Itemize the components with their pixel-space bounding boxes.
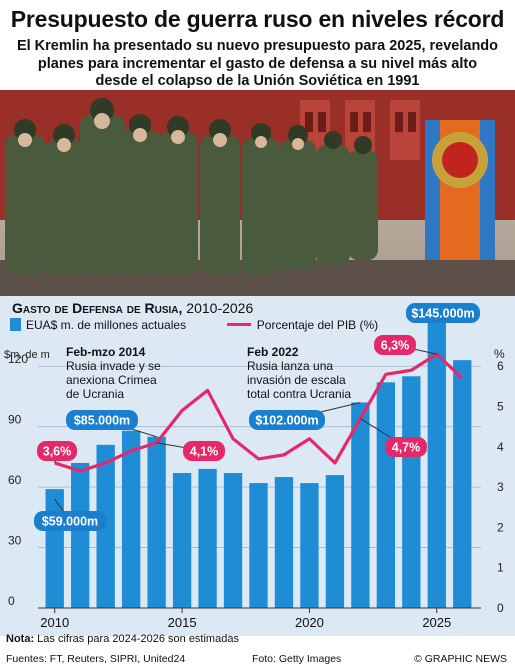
chart-heading: Gasto de Defensa de Rusia, 2010-2026 bbox=[12, 300, 253, 316]
y-tick-label: 120 bbox=[8, 352, 28, 366]
y2-tick-label: 3 bbox=[497, 480, 504, 494]
annotation-line: de Ucrania bbox=[66, 387, 124, 401]
legend-line-swatch bbox=[226, 323, 251, 326]
subtitle-line-1: El Kremlin ha presentado su nuevo presup… bbox=[16, 38, 499, 54]
footer-sources: Fuentes: FT, Reuters, SIPRI, United24 bbox=[6, 653, 186, 665]
callout-box bbox=[385, 437, 427, 457]
gdp-line-series bbox=[54, 352, 464, 473]
bar bbox=[249, 483, 268, 608]
callout-box bbox=[406, 303, 480, 323]
footer-note-label: Nota: bbox=[6, 633, 35, 645]
bar bbox=[147, 436, 166, 608]
gdp-line bbox=[54, 352, 464, 473]
annotation-line: invasión de escala bbox=[247, 373, 346, 387]
bar bbox=[453, 360, 472, 608]
bar bbox=[223, 473, 243, 608]
subtitle-line-2: planes para incrementar el gasto de defe… bbox=[37, 55, 478, 72]
page-subtitle: El Kremlin ha presentado su nuevo presup… bbox=[10, 38, 505, 91]
callout-label: $102.000m bbox=[255, 414, 318, 428]
y-tick-label: 60 bbox=[8, 473, 22, 487]
y2-tick-label: 6 bbox=[497, 359, 504, 373]
callout-label: $85.000m bbox=[74, 414, 130, 428]
bar bbox=[121, 430, 141, 608]
bar bbox=[325, 475, 345, 608]
bar bbox=[71, 462, 90, 608]
callout-box bbox=[374, 335, 416, 355]
bar bbox=[172, 473, 192, 608]
callout-label: 4,7% bbox=[392, 441, 421, 455]
bar bbox=[351, 402, 370, 608]
chart-axes: 0 30 60 90 120 0 1 2 3 4 5 6 $m. de m % 2010 2015 2020 20… bbox=[4, 347, 505, 630]
subtitle-line-3: desde el colapso de la Unión Soviética e… bbox=[95, 73, 420, 89]
bar bbox=[376, 382, 396, 608]
annotation-line: Rusia lanza una bbox=[247, 359, 333, 373]
right-axis-label: % bbox=[494, 347, 505, 361]
parade-photo bbox=[0, 90, 515, 296]
y-tick-label: 0 bbox=[8, 594, 15, 608]
x-tick-label: 2010 bbox=[40, 615, 69, 630]
annotation-title: Feb 2022 bbox=[247, 345, 299, 359]
page-title: Presupuesto de guerra ruso en niveles ré… bbox=[10, 6, 505, 32]
chart-callouts: $59.000m $85.000m $102.000m $145.000m 3,6% 4,… bbox=[34, 303, 480, 531]
legend-bar-swatch bbox=[10, 318, 21, 331]
bar bbox=[274, 477, 294, 608]
x-tick-label: 2025 bbox=[422, 615, 451, 630]
x-tick-label: 2020 bbox=[295, 615, 324, 630]
annotation-line: Rusia invade y se bbox=[66, 359, 161, 373]
callout-box bbox=[37, 441, 77, 461]
chart-legend: EUA$ m. de millones actuales Porcentaje … bbox=[10, 318, 378, 332]
footer-brand: © GRAPHIC NEWS bbox=[414, 653, 507, 665]
legend-bar-label: EUA$ m. de millones actuales bbox=[26, 318, 187, 332]
footer-note-text: Las cifras para 2024-2026 son estimadas bbox=[34, 633, 239, 645]
callout-label: 6,3% bbox=[381, 339, 410, 353]
chart-heading-years: 2010-2026 bbox=[186, 300, 254, 316]
y2-tick-label: 5 bbox=[497, 400, 504, 414]
y-tick-label: 90 bbox=[8, 413, 22, 427]
annotation-line: total contra Ucrania bbox=[247, 387, 351, 401]
chart-heading-main: Gasto de Defensa de Rusia, bbox=[12, 300, 183, 316]
callout-box bbox=[249, 410, 325, 430]
legend-line-label: Porcentaje del PIB (%) bbox=[256, 318, 379, 332]
y-tick-label: 30 bbox=[8, 534, 22, 548]
bar bbox=[427, 315, 446, 608]
bar bbox=[96, 444, 115, 608]
bar bbox=[198, 468, 217, 608]
callout-label: $145.000m bbox=[411, 307, 474, 321]
bar bbox=[45, 489, 64, 608]
footer-photo-credit: Foto: Getty Images bbox=[252, 653, 342, 665]
callout-box bbox=[66, 410, 138, 430]
callout-label: 3,6% bbox=[43, 445, 72, 459]
callout-label: $59.000m bbox=[42, 515, 98, 529]
callout-box bbox=[34, 511, 106, 531]
annotation-title: Feb-mzo 2014 bbox=[66, 345, 146, 359]
left-axis-label: $m. de m bbox=[4, 349, 50, 361]
y2-tick-label: 4 bbox=[497, 440, 504, 454]
callout-label: 4,1% bbox=[190, 445, 219, 459]
y2-tick-label: 0 bbox=[497, 601, 504, 615]
x-tick-label: 2015 bbox=[168, 615, 197, 630]
bar bbox=[402, 376, 421, 608]
callout-box bbox=[183, 441, 225, 461]
y2-tick-label: 2 bbox=[497, 520, 504, 534]
y2-tick-label: 1 bbox=[497, 561, 504, 575]
annotation-line: anexiona Crimea bbox=[66, 373, 157, 387]
parade-photo-illustration bbox=[0, 90, 515, 296]
footer-note: Nota: Las cifras para 2024-2026 son esti… bbox=[6, 633, 239, 645]
bar bbox=[300, 483, 319, 608]
defense-spending-chart: 0 30 60 90 120 0 1 2 3 4 5 6 $m. de m % 2010 2015 2020 20… bbox=[4, 303, 505, 630]
